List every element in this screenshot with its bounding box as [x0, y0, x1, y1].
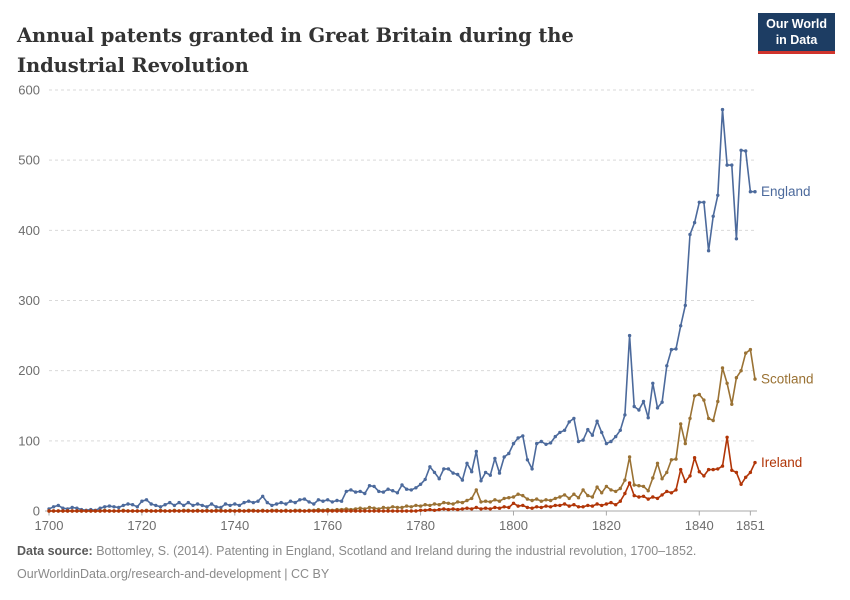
chart-title: Annual patents granted in Great Britain … [17, 24, 574, 78]
x-tick-label: 1851 [736, 518, 765, 533]
series-line-scotland [49, 348, 756, 512]
data-source-label: Data source: [17, 544, 93, 558]
series-label-ireland: Ireland [761, 455, 802, 470]
series-label-scotland: Scotland [761, 372, 814, 387]
y-tick-label: 500 [18, 153, 40, 168]
y-tick-label: 100 [18, 433, 40, 448]
owid-logo: Our World in Data [758, 13, 835, 55]
x-tick-label: 1760 [313, 518, 342, 533]
data-source-line: Data source: Bottomley, S. (2014). Paten… [17, 540, 696, 563]
y-tick-label: 600 [18, 83, 40, 98]
series-label-england: England [761, 184, 811, 199]
chart-footer: Data source: Bottomley, S. (2014). Paten… [17, 540, 696, 585]
owid-logo-line2: in Data [775, 32, 818, 47]
owid-logo-line1: Our World [766, 17, 827, 31]
x-axis: 1700 1720 1740 1760 1780 1800 1820 1840 1851 [35, 510, 765, 533]
x-tick-label: 1840 [685, 518, 714, 533]
license-line: OurWorldinData.org/research-and-developm… [17, 566, 330, 581]
x-tick-label: 1780 [406, 518, 435, 533]
series-scotland: Scotland [47, 347, 814, 513]
x-tick-label: 1700 [35, 518, 64, 533]
x-tick-label: 1800 [499, 518, 528, 533]
series-line-england [48, 108, 755, 512]
y-gridlines: 0 100 200 300 400 500 600 [18, 83, 757, 519]
data-source-text: Bottomley, S. (2014). Patenting in Engla… [92, 544, 697, 558]
y-tick-label: 400 [18, 223, 40, 238]
x-tick-label: 1820 [592, 518, 621, 533]
y-tick-label: 300 [18, 293, 40, 308]
y-tick-label: 0 [33, 504, 40, 519]
y-tick-label: 200 [18, 363, 40, 378]
series-ireland: Ireland [47, 435, 802, 513]
chart-area: 0 100 200 300 400 500 600 1700 1720 1740 1760 1780 1… [0, 78, 850, 540]
x-tick-label: 1720 [127, 518, 156, 533]
x-tick-label: 1740 [220, 518, 249, 533]
series-england: England [47, 107, 811, 512]
